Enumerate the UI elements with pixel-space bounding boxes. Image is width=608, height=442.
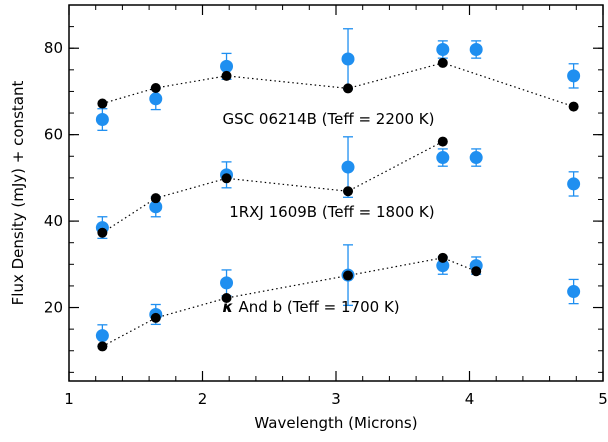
annotation-gsc-06214b: GSC 06214B (Teff = 2200 K) [223,110,435,128]
x-tick-label: 3 [331,390,341,408]
annotation-kappa-and-b: And b (Teff = 1700 K) [239,298,400,316]
model-point-1rxj-1609b [150,193,161,204]
model-point-gsc-06214b [437,57,448,68]
plot-area [95,28,581,352]
axis-ticks: 1 2 3 4 5 20 40 60 80 [44,4,608,408]
model-point-1rxj-1609b [437,136,448,147]
y-tick-label: 20 [44,299,63,317]
y-axis-label: Flux Density (mJy) + constant [9,81,27,306]
observed-point-gsc-06214b [220,59,234,73]
observed-point-gsc-06214b [341,52,355,66]
annotation-1rxj-1609b: 1RXJ 1609B (Teff = 1800 K) [229,203,434,221]
model-point-and-b [471,266,482,277]
model-point-gsc-06214b [150,82,161,93]
observed-point-gsc-06214b [436,43,450,57]
model-point-gsc-06214b [343,83,354,94]
model-point-and-b [150,312,161,323]
observed-point-and-b [436,259,450,273]
model-line-gsc-06214b [102,62,574,108]
plot-frame [68,4,604,382]
model-point-and-b [97,341,108,352]
observed-point-1rxj-1609b [567,177,581,191]
x-tick-label: 2 [198,390,208,408]
y-tick-label: 40 [44,212,63,230]
x-axis-label: Wavelength (Microns) [254,414,417,432]
model-point-1rxj-1609b [343,186,354,197]
x-tick-label: 1 [64,390,74,408]
observed-point-1rxj-1609b [436,151,450,165]
model-point-and-b [221,293,232,304]
x-tick-label: 4 [465,390,475,408]
model-point-and-b [437,252,448,263]
model-line-and-b [102,257,477,347]
annotation-kappa-symbol: κ [223,298,234,316]
observed-point-1rxj-1609b [341,160,355,174]
observed-point-and-b [220,276,234,290]
observed-point-and-b [95,329,109,343]
observed-point-1rxj-1609b [469,151,483,165]
model-point-gsc-06214b [97,98,108,109]
observed-point-and-b [567,285,581,299]
observed-point-gsc-06214b [469,43,483,57]
observed-point-1rxj-1609b [149,200,163,214]
model-point-1rxj-1609b [221,173,232,184]
model-point-gsc-06214b [568,101,579,112]
observed-point-gsc-06214b [567,69,581,83]
observed-point-gsc-06214b [95,113,109,127]
x-tick-label: 5 [598,390,608,408]
observed-point-gsc-06214b [149,92,163,106]
y-tick-label: 60 [44,126,63,144]
y-tick-label: 80 [44,39,63,57]
model-point-gsc-06214b [221,70,232,81]
model-point-and-b [343,270,354,281]
model-point-1rxj-1609b [97,227,108,238]
